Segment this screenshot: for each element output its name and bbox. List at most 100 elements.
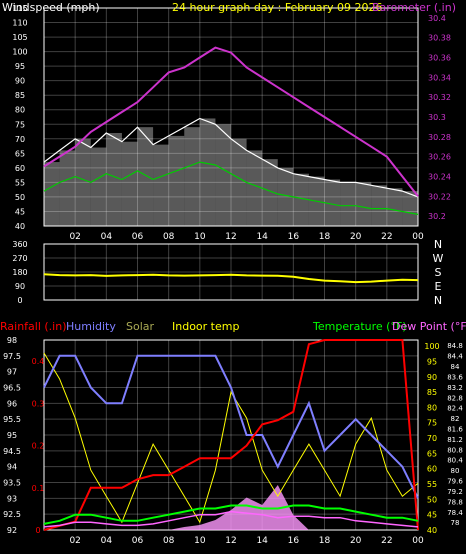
hour-tick-label: 12 <box>225 232 236 242</box>
wind-bar <box>231 138 247 226</box>
wind-axis-label: Windspeed (mph) <box>2 1 100 14</box>
wind-bar <box>168 135 185 226</box>
indoor-tick-label: 84.8 <box>447 342 463 350</box>
hour-tick-label: 00 <box>412 232 424 242</box>
rain-line <box>43 339 419 531</box>
wind-bar <box>293 173 309 226</box>
wind-tick-label: 60 <box>15 164 25 173</box>
barometer-tick-label: 30.24 <box>428 172 451 181</box>
dewpoint-axis-label: Dew Point (°F) <box>392 320 466 333</box>
wind-bar <box>386 188 403 226</box>
temperature-tick-label: 90 <box>427 373 437 382</box>
barometer-tick-label: 30.32 <box>428 93 451 102</box>
barometer-tick-label: 30.3 <box>428 113 446 122</box>
indoor-tick-label: 79.6 <box>447 478 463 486</box>
compass-label: E <box>435 280 442 293</box>
rain-axis-label: Rainfall (.in) <box>0 320 67 333</box>
direction-tick-label: 180 <box>12 268 27 277</box>
direction-tick-label: 90 <box>15 282 25 291</box>
rain-tick-label: 0.4 <box>32 357 45 366</box>
indoor-tick-label: 82 <box>451 415 460 423</box>
wind-bar <box>153 144 169 226</box>
wind-bar <box>246 150 263 226</box>
hour-tick-label: 12 <box>225 536 236 546</box>
rain-tick-label: 0 <box>35 526 40 535</box>
humidity-tick-label: 97.5 <box>3 352 21 361</box>
humidity-tick-label: 97 <box>7 368 17 377</box>
hour-tick-label: 10 <box>194 536 206 546</box>
indoor-tick-label: 78.4 <box>447 509 463 517</box>
wind-bar <box>262 159 278 226</box>
temperature-tick-label: 80 <box>427 403 437 412</box>
humidity-tick-label: 96.5 <box>3 384 21 393</box>
wind-tick-label: 65 <box>15 149 25 158</box>
wind-bar <box>184 127 200 226</box>
barometer-tick-label: 30.38 <box>428 34 451 43</box>
temperature-tick-label: 55 <box>427 480 437 489</box>
hour-tick-label: 18 <box>319 536 331 546</box>
humidity-tick-label: 92.5 <box>3 510 21 519</box>
direction-tick-label: 360 <box>12 240 27 249</box>
temperature-line <box>43 504 419 525</box>
indoor-tick-label: 84.4 <box>447 353 463 361</box>
temperature-tick-label: 85 <box>427 388 437 397</box>
wind-tick-label: 115 <box>12 4 27 13</box>
humidity-tick-label: 98 <box>7 336 17 345</box>
wind-tick-label: 90 <box>15 77 25 86</box>
humidity-axis-label: Humidity <box>66 320 116 333</box>
wind-bar <box>75 138 91 226</box>
indoor-tick-label: 78.8 <box>447 498 463 506</box>
indoor-tick-label: 83.2 <box>447 384 463 392</box>
wind-bar <box>324 179 341 226</box>
wind-bar <box>90 147 107 226</box>
indoor-tick-label: 81.6 <box>447 425 463 433</box>
indoor-tick-label: 81.2 <box>447 436 463 444</box>
indoor-tick-label: 80.4 <box>447 457 463 465</box>
rain-tick-label: 0.1 <box>32 484 45 493</box>
wind-tick-label: 70 <box>15 135 25 144</box>
indoor-tick-label: 79.2 <box>447 488 463 496</box>
barometer-line <box>43 46 419 197</box>
wind-tick-label: 110 <box>12 19 27 28</box>
indoor-temp-line <box>43 352 419 524</box>
wind-bar <box>355 182 372 226</box>
solar-area <box>44 485 418 530</box>
wind-bar <box>340 182 356 226</box>
humidity-tick-label: 94 <box>7 463 17 472</box>
wind-tick-label: 40 <box>15 222 25 231</box>
barometer-tick-label: 30.4 <box>428 14 446 23</box>
humidity-tick-label: 93.5 <box>3 479 21 488</box>
humidity-tick-label: 94.5 <box>3 447 21 456</box>
wind-tick-label: 100 <box>12 48 27 57</box>
wind-bar <box>137 127 154 226</box>
chart-title: 24 hour graph day : February 09 2026 <box>172 1 383 14</box>
barometer-tick-label: 30.22 <box>428 192 451 201</box>
wind-tick-label: 55 <box>15 178 25 187</box>
hour-tick-label: 22 <box>381 232 392 242</box>
humidity-tick-label: 95.5 <box>3 415 21 424</box>
indoor-tick-label: 83.6 <box>447 373 463 381</box>
hour-tick-label: 08 <box>163 536 175 546</box>
barometer-tick-label: 30.28 <box>428 133 451 142</box>
hour-tick-label: 16 <box>288 536 300 546</box>
temperature-tick-label: 40 <box>427 526 437 535</box>
direction-line <box>43 273 419 284</box>
hour-tick-label: 20 <box>350 536 362 546</box>
compass-label: N <box>434 238 442 251</box>
barometer-tick-label: 30.36 <box>428 54 451 63</box>
hour-tick-label: 08 <box>163 232 175 242</box>
hour-tick-label: 04 <box>101 536 113 546</box>
humidity-tick-label: 92 <box>7 526 17 535</box>
hour-tick-label: 18 <box>319 232 331 242</box>
rain-tick-label: 0.3 <box>32 399 45 408</box>
hour-tick-label: 06 <box>132 536 144 546</box>
compass-label: N <box>434 294 442 307</box>
wind-bar <box>215 124 231 226</box>
indoor-tick-label: 80 <box>451 467 460 475</box>
solar-axis-label: Solar <box>126 320 155 333</box>
compass-label: S <box>435 266 442 279</box>
temperature-tick-label: 45 <box>427 511 437 520</box>
hour-tick-label: 06 <box>132 232 144 242</box>
